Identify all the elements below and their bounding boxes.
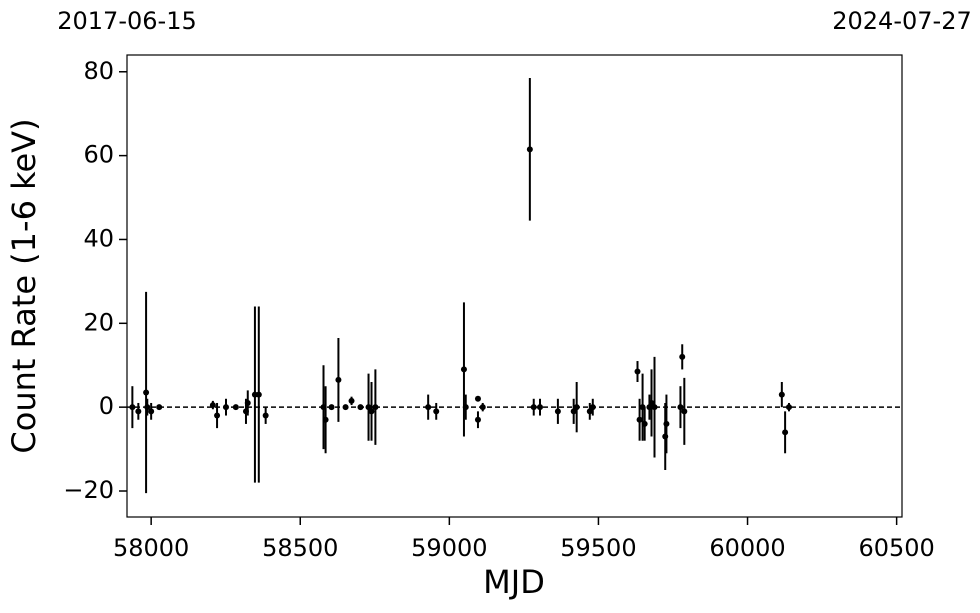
top-date-label: 2017-06-15 [57,7,196,35]
data-point [474,395,481,402]
data-point [129,404,136,411]
x-tick-label: 58000 [113,534,189,562]
data-point [663,420,670,427]
data-point [648,399,655,406]
data-point [526,146,533,153]
plot-frame [126,54,903,518]
data-point [232,404,239,411]
y-tick-label: 60 [83,141,114,169]
data-point [335,376,342,383]
x-tick-label: 60500 [858,534,934,562]
data-point [222,404,229,411]
data-point [636,416,643,423]
x-tick-label: 59500 [560,534,636,562]
data-point [135,408,142,415]
data-point [255,391,262,398]
data-point [479,404,486,411]
data-point [782,429,789,436]
x-tick-label: 60000 [709,534,785,562]
x-tick-label: 58500 [262,534,338,562]
data-point [570,408,577,415]
data-point [156,404,163,411]
data-point [372,404,379,411]
data-point [214,412,221,419]
data-point [322,416,329,423]
data-point [778,391,785,398]
data-point [681,408,688,415]
data-point [536,404,543,411]
data-point [144,404,151,411]
data-point [677,404,684,411]
data-point [368,408,375,415]
y-tick-label: 40 [83,224,114,252]
data-point [586,408,593,415]
data-point [679,353,686,360]
y-axis-label: Count Rate (1-6 keV) [5,118,43,453]
data-point [641,420,648,427]
top-date-label: 2024-07-27 [832,7,971,35]
y-tick-label: −20 [63,476,114,504]
data-point [328,404,335,411]
data-point [554,408,561,415]
y-tick-label: 80 [83,57,114,85]
data-point [785,404,792,411]
data-point [148,408,155,415]
x-axis-label: MJD [483,563,545,601]
data-point [425,404,432,411]
data-point [357,404,364,411]
data-point [651,404,658,411]
data-point [433,408,440,415]
data-point [143,389,150,396]
data-point [634,368,641,375]
data-point [342,404,349,411]
x-tick-label: 59000 [411,534,487,562]
data-point [365,404,372,411]
data-point [589,404,596,411]
data-point [573,404,580,411]
data-point [209,402,216,409]
data-point [474,416,481,423]
y-tick-label: 0 [99,392,114,420]
data-point [460,366,467,373]
data-point [462,404,469,411]
data-point [262,412,269,419]
data-point [530,404,537,411]
data-point [348,397,355,404]
data-point [244,399,251,406]
y-tick-label: 20 [83,308,114,336]
